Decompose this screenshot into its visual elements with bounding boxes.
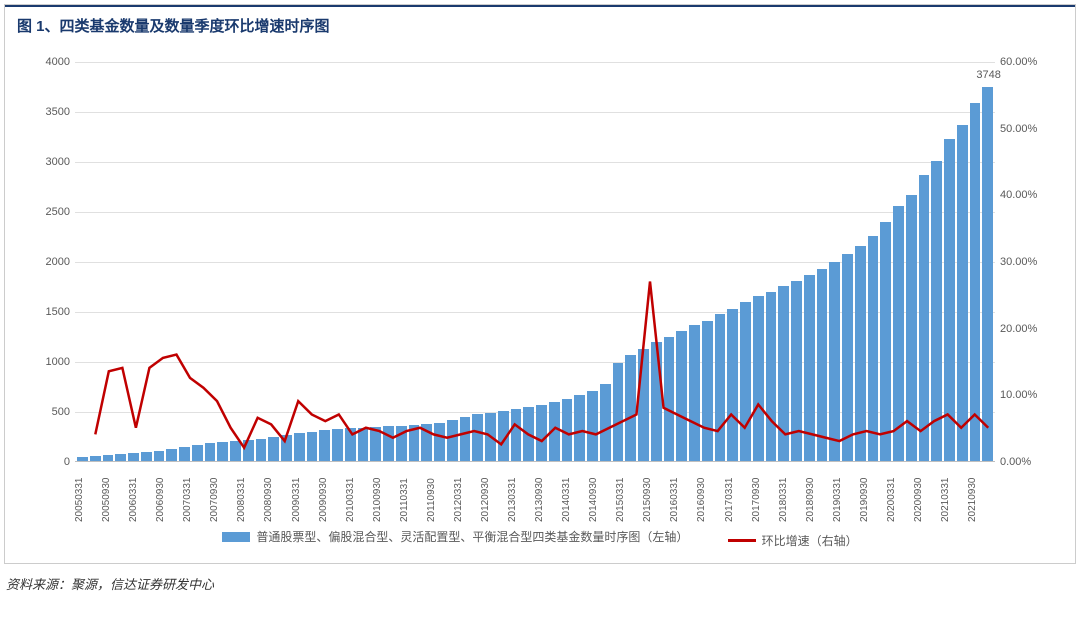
- y-left-tick: 3500: [25, 106, 70, 118]
- x-tick-label: 20100331: [346, 464, 360, 522]
- y-left-tick: 1500: [25, 306, 70, 318]
- x-tick-label: 20170331: [725, 464, 739, 522]
- x-tick-label: 20080930: [264, 464, 278, 522]
- x-tick-spacer: [386, 464, 400, 522]
- x-tick-spacer: [792, 464, 806, 522]
- figure-title-bar: 图 1、四类基金数量及数量季度环比增速时序图: [5, 5, 1075, 42]
- legend-item-bar: 普通股票型、偏股混合型、灵活配置型、平衡混合型四类基金数量时序图（左轴）: [222, 528, 688, 545]
- x-tick-label: 20180331: [779, 464, 793, 522]
- legend-line-label: 环比增速（右轴）: [762, 532, 858, 549]
- y-left-tick: 0: [25, 456, 70, 468]
- x-tick-spacer: [305, 464, 319, 522]
- legend-bar-label: 普通股票型、偏股混合型、灵活配置型、平衡混合型四类基金数量时序图（左轴）: [256, 528, 688, 545]
- x-tick-spacer: [413, 464, 427, 522]
- x-tick-label: 20190331: [833, 464, 847, 522]
- x-tick-label: 20060331: [129, 464, 143, 522]
- line-series: [75, 62, 995, 461]
- x-tick-spacer: [494, 464, 508, 522]
- chart-container: 0 500 1000 1500 2000 2500 3000 3500 4000 0.00% 10…: [5, 42, 1075, 563]
- x-tick-spacer: [467, 464, 481, 522]
- legend: 普通股票型、偏股混合型、灵活配置型、平衡混合型四类基金数量时序图（左轴） 环比增…: [25, 522, 1055, 559]
- x-tick-label: 20160930: [697, 464, 711, 522]
- x-tick-label: 20110331: [400, 464, 414, 522]
- x-tick-label: 20090930: [319, 464, 333, 522]
- plot-region: 3748: [75, 62, 995, 462]
- x-tick-spacer: [738, 464, 752, 522]
- x-tick-spacer: [982, 464, 996, 522]
- x-tick-spacer: [711, 464, 725, 522]
- y-right-tick: 50.00%: [1000, 123, 1055, 135]
- x-tick-label: 20120331: [454, 464, 468, 522]
- source-note: 资料来源：聚源，信达证券研发中心: [0, 568, 1080, 603]
- x-tick-label: 20070331: [183, 464, 197, 522]
- x-tick-label: 20050930: [102, 464, 116, 522]
- x-tick-spacer: [359, 464, 373, 522]
- x-tick-label: 20210930: [968, 464, 982, 522]
- x-tick-spacer: [819, 464, 833, 522]
- x-tick-label: 20050331: [75, 464, 89, 522]
- x-tick-spacer: [927, 464, 941, 522]
- x-tick-label: 20140331: [562, 464, 576, 522]
- figure-frame: 图 1、四类基金数量及数量季度环比增速时序图 0 500 1000 1500 2000 2…: [4, 4, 1076, 564]
- x-tick-spacer: [440, 464, 454, 522]
- y-left-tick: 2000: [25, 256, 70, 268]
- x-tick-label: 20110930: [427, 464, 441, 522]
- x-tick-spacer: [765, 464, 779, 522]
- x-tick-spacer: [332, 464, 346, 522]
- x-tick-label: 20170930: [752, 464, 766, 522]
- x-tick-label: 20080331: [237, 464, 251, 522]
- x-tick-spacer: [846, 464, 860, 522]
- x-tick-label: 20210331: [941, 464, 955, 522]
- final-value-label: 3748: [976, 69, 1000, 81]
- x-tick-label: 20200331: [887, 464, 901, 522]
- line-swatch: [728, 539, 756, 542]
- y-right-tick: 10.00%: [1000, 389, 1055, 401]
- x-tick-spacer: [873, 464, 887, 522]
- x-tick-label: 20150331: [616, 464, 630, 522]
- x-tick-spacer: [278, 464, 292, 522]
- y-right-tick: 0.00%: [1000, 456, 1055, 468]
- x-tick-label: 20150930: [643, 464, 657, 522]
- y-left-tick: 4000: [25, 56, 70, 68]
- x-tick-label: 20130930: [535, 464, 549, 522]
- x-tick-label: 20120930: [481, 464, 495, 522]
- x-tick-label: 20130331: [508, 464, 522, 522]
- legend-item-line: 环比增速（右轴）: [728, 532, 858, 549]
- x-tick-label: 20140930: [589, 464, 603, 522]
- x-tick-label: 20100930: [373, 464, 387, 522]
- x-tick-label: 20180930: [806, 464, 820, 522]
- x-tick-label: 20160331: [670, 464, 684, 522]
- growth-line: [95, 281, 988, 447]
- x-tick-label: 20190930: [860, 464, 874, 522]
- x-tick-label: 20060930: [156, 464, 170, 522]
- y-left-tick: 1000: [25, 356, 70, 368]
- bar-swatch: [222, 532, 250, 542]
- y-right-tick: 60.00%: [1000, 56, 1055, 68]
- y-left-tick: 2500: [25, 206, 70, 218]
- chart-area: 0 500 1000 1500 2000 2500 3000 3500 4000 0.00% 10…: [25, 52, 1055, 522]
- x-tick-label: 20090331: [292, 464, 306, 522]
- y-right-tick: 40.00%: [1000, 189, 1055, 201]
- y-left-tick: 3000: [25, 156, 70, 168]
- y-right-tick: 30.00%: [1000, 256, 1055, 268]
- y-right-tick: 20.00%: [1000, 323, 1055, 335]
- figure-title: 图 1、四类基金数量及数量季度环比增速时序图: [17, 18, 330, 35]
- x-axis-labels: 20050331 20050930 20060331 20060930 20070331…: [75, 464, 995, 522]
- x-tick-label: 20200930: [914, 464, 928, 522]
- x-tick-label: 20070930: [210, 464, 224, 522]
- x-tick-spacer: [900, 464, 914, 522]
- y-left-tick: 500: [25, 406, 70, 418]
